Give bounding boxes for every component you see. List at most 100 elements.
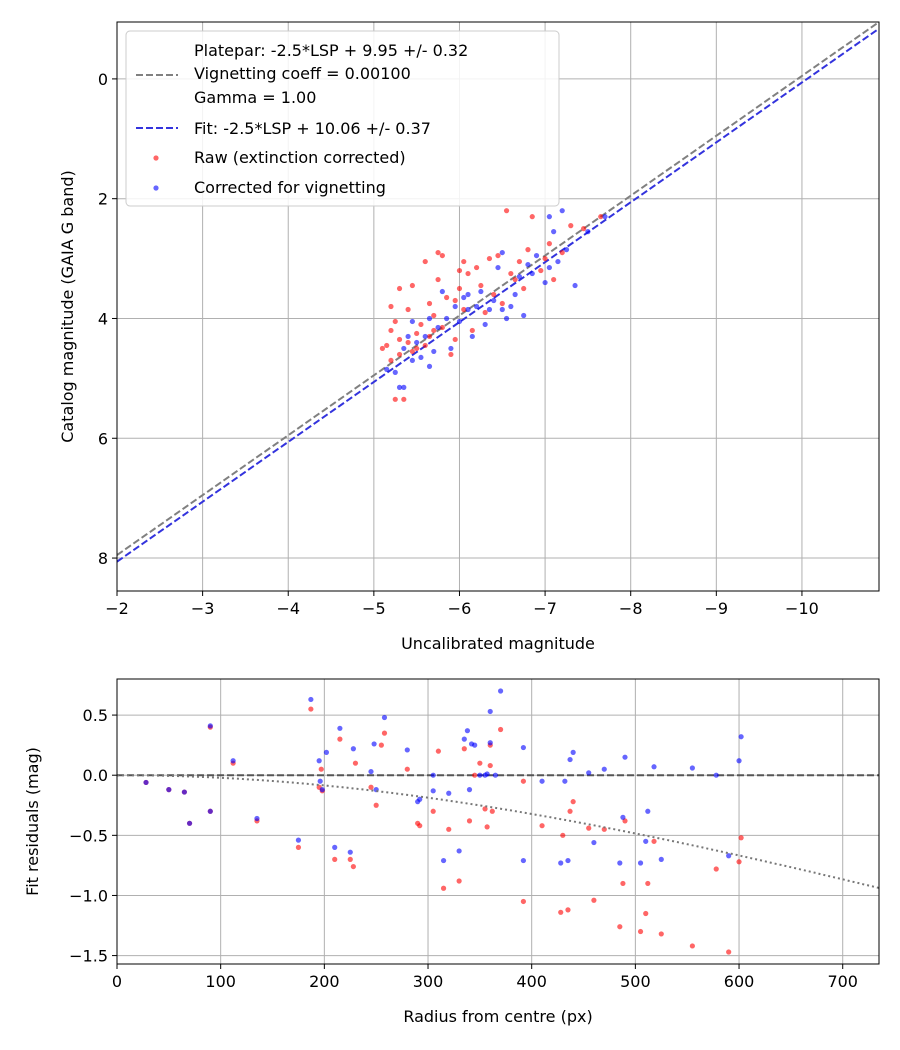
raw-point [738,835,744,841]
raw-point [448,351,454,358]
raw-point [405,339,411,346]
corrected-point [622,754,628,760]
raw-point [435,748,441,754]
raw-point [456,285,463,292]
corrected-point [713,772,719,778]
corrected-point [392,369,398,375]
corrected-point [643,838,649,844]
raw-point [396,285,403,292]
raw-point [388,357,394,364]
raw-point [484,824,490,830]
y-tick-label: 2 [98,190,108,209]
raw-point [489,808,495,814]
corrected-point [546,264,552,271]
plot-frame [116,21,880,592]
corrected-point [381,714,388,721]
raw-point [520,898,527,905]
y-axis-label: Catalog magnitude (GAIA G band) [58,170,77,442]
corrected-point [384,366,390,372]
legend-marker-swatch [153,185,159,191]
corrected-point [484,771,490,777]
raw-point [568,223,574,229]
legend: Platepar: -2.5*LSP + 9.95 +/- 0.32 Vignet… [125,30,560,207]
corrected-point [448,345,454,352]
corrected-point [452,303,458,310]
raw-point [477,760,483,766]
raw-point [472,772,478,778]
x-tick-label: 200 [309,972,340,991]
raw-point [417,823,423,829]
corrected-point [401,384,407,390]
raw-point [473,264,480,271]
raw-point [726,949,732,955]
corrected-point [499,249,505,256]
x-tick-label: −9 [705,599,729,618]
corrected-point [495,264,501,271]
raw-point [431,327,437,334]
raw-point [430,808,436,814]
corrected-point [465,291,471,298]
corrected-point [617,860,623,866]
corrected-point [533,252,540,259]
corrected-point [439,288,445,295]
corrected-point [472,742,478,748]
corrected-point [497,688,504,694]
raw-point [392,396,398,402]
y-tick-label: −0.5 [69,826,108,845]
raw-point [461,746,467,752]
corrected-point [637,860,644,866]
raw-point [651,838,657,844]
corrected-point [456,848,462,854]
raw-point [350,863,356,870]
corrected-point [409,318,415,325]
corrected-point [430,772,436,778]
corrected-point [516,273,523,280]
raw-point [520,778,527,784]
raw-point [542,255,548,262]
raw-point [347,856,353,862]
raw-point [466,818,473,824]
raw-point [422,258,428,265]
corrected-point [651,764,657,770]
corrected-point [440,857,447,864]
raw-point [469,327,475,334]
legend-item-fit: Fit: -2.5*LSP + 10.06 +/- 0.37 [136,119,431,138]
fit-line [117,27,879,563]
raw-point [516,258,523,265]
raw-point [538,267,544,274]
corrected-point [562,778,568,784]
corrected-point [431,348,437,355]
x-tick-label: −10 [785,599,819,618]
raw-point [439,252,445,259]
corrected-point [166,787,172,793]
raw-point [373,802,379,808]
corrected-point [520,744,527,751]
raw-point [567,808,573,814]
raw-point [478,282,484,289]
corrected-point [487,708,493,715]
raw-point [456,878,462,884]
corrected-point [486,306,493,313]
corrected-point [601,766,607,772]
raw-point [384,342,390,349]
raw-point [414,330,420,337]
corrected-point [551,229,557,235]
corrected-point [539,778,545,784]
corrected-point [456,318,463,325]
corrected-point [405,333,411,340]
residuals-chart: 0 100 200 300 400 500 600 700 0.5 0.0 −0.5 −1.0 −1.5… [23,678,880,1026]
raw-point [452,297,458,304]
raw-point [337,736,343,742]
raw-point [601,826,607,832]
raw-point [332,856,338,862]
plot-content [117,22,879,563]
raw-point [658,931,664,937]
y-tick-label: 0.0 [83,766,108,785]
raw-point [392,318,398,325]
corrected-point [404,747,410,753]
x-axis-label: Radius from centre (px) [403,1007,592,1026]
corrected-point [585,229,591,235]
raw-point [570,799,576,805]
raw-point [558,909,564,915]
